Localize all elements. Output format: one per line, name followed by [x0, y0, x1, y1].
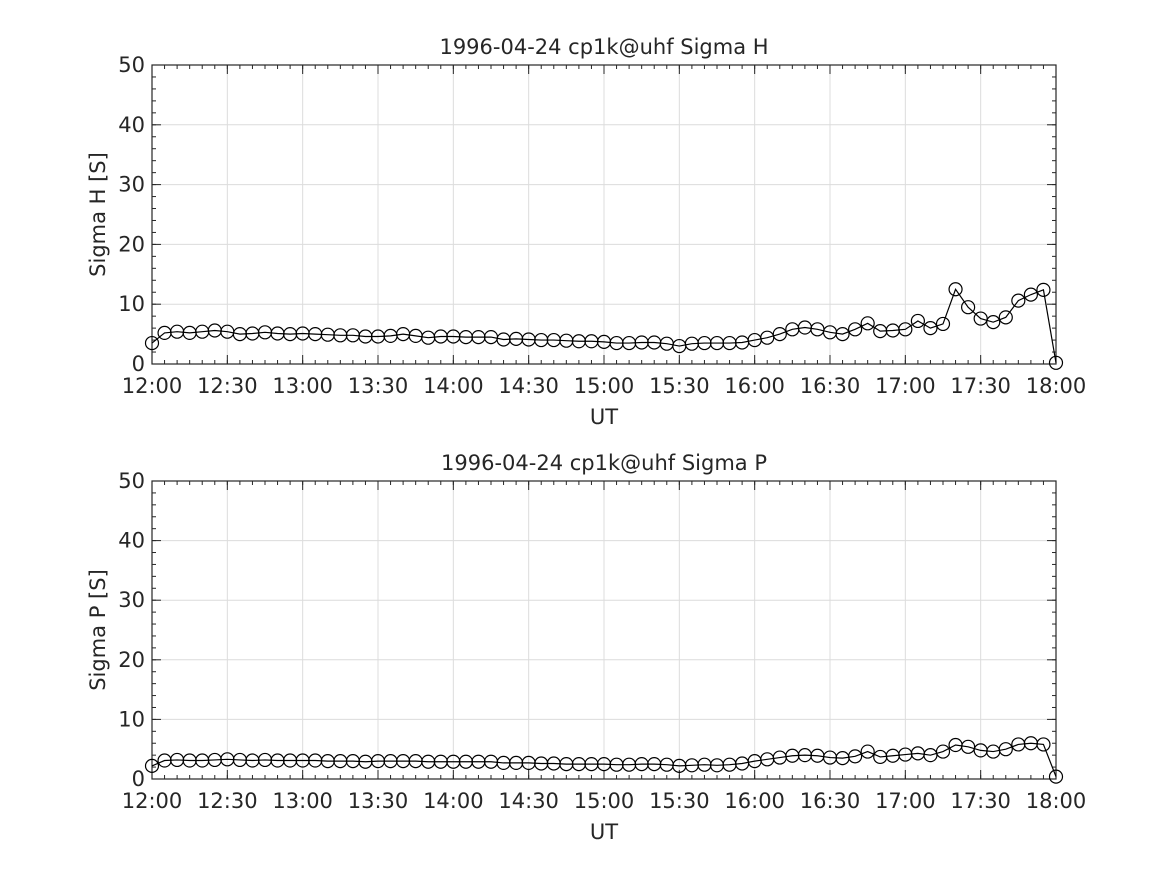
- data-point: [998, 742, 1013, 757]
- data-point: [935, 316, 951, 332]
- data-point: [961, 300, 976, 315]
- data-point: [1011, 293, 1026, 308]
- x-tick-label: 13:00: [272, 374, 333, 398]
- x-tick-label: 14:30: [498, 374, 559, 398]
- data-point: [923, 321, 938, 336]
- data-point: [1048, 355, 1064, 370]
- data-point: [948, 282, 963, 297]
- x-tick-label: 14:00: [423, 374, 484, 398]
- y-axis-label: Sigma H [S]: [86, 152, 110, 277]
- x-tick-label: 12:00: [122, 789, 183, 813]
- data-point: [835, 327, 850, 342]
- x-tick-label: 14:30: [498, 789, 559, 813]
- series-line: [151, 742, 1057, 777]
- x-tick-label: 12:30: [197, 789, 258, 813]
- y-tick-label: 20: [118, 232, 145, 256]
- x-tick-label: 16:00: [724, 374, 785, 398]
- series-line: [151, 287, 1057, 363]
- y-axis-label: Sigma P [S]: [86, 569, 110, 691]
- y-tick-label: 0: [132, 352, 145, 376]
- y-tick-label: 40: [118, 113, 145, 137]
- x-tick-label: 18:00: [1026, 789, 1087, 813]
- data-point: [910, 313, 925, 329]
- sigma-p-panel: 12:00 12:30 13:00 13:30 14:00 14:30 15:00 15:30…: [86, 451, 1086, 844]
- x-tick-label: 14:00: [423, 789, 484, 813]
- data-point: [848, 322, 863, 337]
- data-point: [935, 744, 951, 759]
- x-axis-label: UT: [590, 405, 618, 429]
- x-tick-label: 12:30: [197, 374, 258, 398]
- chart-title: 1996-04-24 cp1k@uhf Sigma P: [441, 451, 767, 475]
- x-tick-label: 13:30: [348, 789, 409, 813]
- x-tick-label: 17:00: [875, 374, 936, 398]
- x-tick-label: 16:00: [724, 789, 785, 813]
- data-point: [848, 749, 863, 764]
- data-point: [772, 327, 787, 342]
- data-point: [1048, 769, 1064, 784]
- data-point: [986, 315, 1001, 330]
- x-tick-label: 17:30: [950, 789, 1011, 813]
- x-tick-label: 16:30: [800, 789, 861, 813]
- y-tick-label: 50: [118, 53, 145, 77]
- data-point: [144, 335, 160, 351]
- y-tick-label: 50: [118, 469, 145, 493]
- x-tick-label: 17:30: [950, 374, 1011, 398]
- chart-title: 1996-04-24 cp1k@uhf Sigma H: [439, 35, 768, 59]
- x-tick-label: 16:30: [800, 374, 861, 398]
- y-tick-label: 0: [132, 767, 145, 791]
- y-tick-label: 10: [118, 707, 145, 731]
- data-point: [860, 316, 875, 331]
- x-tick-label: 13:30: [348, 374, 409, 398]
- x-tick-label: 15:00: [574, 374, 635, 398]
- x-tick-label: 12:00: [122, 374, 183, 398]
- axes-box: [151, 64, 1057, 365]
- data-point: [998, 310, 1013, 325]
- y-tick-label: 20: [118, 648, 145, 672]
- y-tick-label: 10: [118, 292, 145, 316]
- data-point: [1023, 287, 1038, 302]
- x-tick-label: 13:00: [272, 789, 333, 813]
- y-tick-label: 30: [118, 588, 145, 612]
- y-tick-label: 40: [118, 529, 145, 553]
- data-point: [1036, 737, 1051, 752]
- x-tick-label: 15:00: [574, 789, 635, 813]
- data-point: [860, 744, 875, 759]
- y-tick-label: 30: [118, 173, 145, 197]
- x-tick-label: 15:30: [649, 789, 710, 813]
- axes-box: [151, 480, 1057, 780]
- data-point: [1036, 282, 1051, 297]
- x-axis-label: UT: [590, 820, 618, 844]
- data-point: [144, 758, 160, 773]
- sigma-h-panel: 12:00 12:30 13:00 13:30 14:00 14:30 15:00 15:30…: [86, 35, 1086, 429]
- data-point: [898, 322, 913, 337]
- x-tick-label: 18:00: [1026, 374, 1087, 398]
- x-tick-label: 15:30: [649, 374, 710, 398]
- x-tick-label: 17:00: [875, 789, 936, 813]
